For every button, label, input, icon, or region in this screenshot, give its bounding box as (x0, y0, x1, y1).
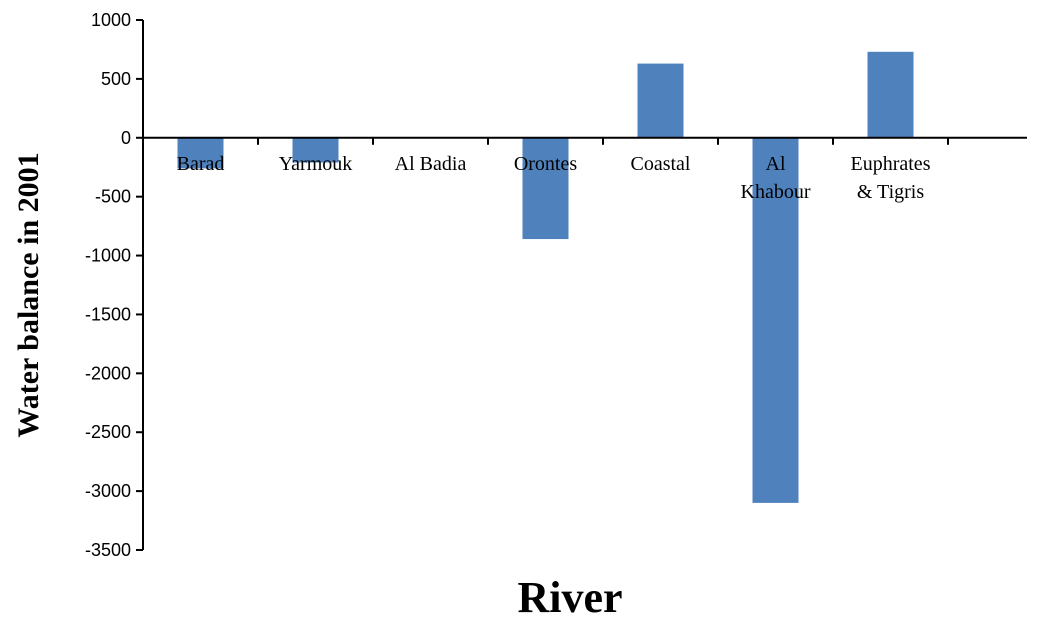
bar-euphrates-tigris (867, 51, 914, 138)
bar-barad (177, 137, 224, 169)
y-tick-label: -500 (95, 187, 131, 207)
y-tick-label: -2000 (85, 363, 131, 383)
bar-yarmouk (292, 137, 339, 163)
category-label: Barad (177, 153, 225, 175)
y-tick-label: -2500 (85, 422, 131, 442)
bar-coastal (637, 63, 684, 138)
y-tick-label: 1000 (91, 10, 131, 30)
y-ticks-group: 1000 500 0 -500 -1000 -1500 -2000 -2500 -3000 -35… (85, 10, 143, 560)
bar-orontes (522, 137, 569, 240)
y-tick-label: -1000 (85, 246, 131, 266)
category-label: Yarmouk (279, 153, 353, 175)
y-tick-label: 0 (121, 128, 131, 148)
category-labels-group: Barad Yarmouk Al Badia Orontes Coastal Al Khab… (177, 153, 931, 203)
x-ticks-group (142, 137, 949, 145)
category-label: & Tigris (857, 181, 924, 203)
category-label: Coastal (631, 153, 691, 175)
y-tick-label: 500 (101, 69, 131, 89)
y-tick-label: -3000 (85, 481, 131, 501)
category-label: Al (766, 153, 786, 175)
category-label: Euphrates (851, 153, 931, 175)
category-label: Al Badia (395, 153, 467, 175)
category-label: Khabour (741, 181, 811, 203)
x-axis-title: River (517, 573, 622, 619)
y-axis-title: Water balance in 2001 (12, 152, 45, 437)
y-tick-label: -3500 (85, 540, 131, 560)
y-tick-label: -1500 (85, 304, 131, 324)
bars-group (177, 51, 914, 503)
bar-al-khabour (752, 137, 799, 503)
category-label: Orontes (514, 153, 578, 175)
